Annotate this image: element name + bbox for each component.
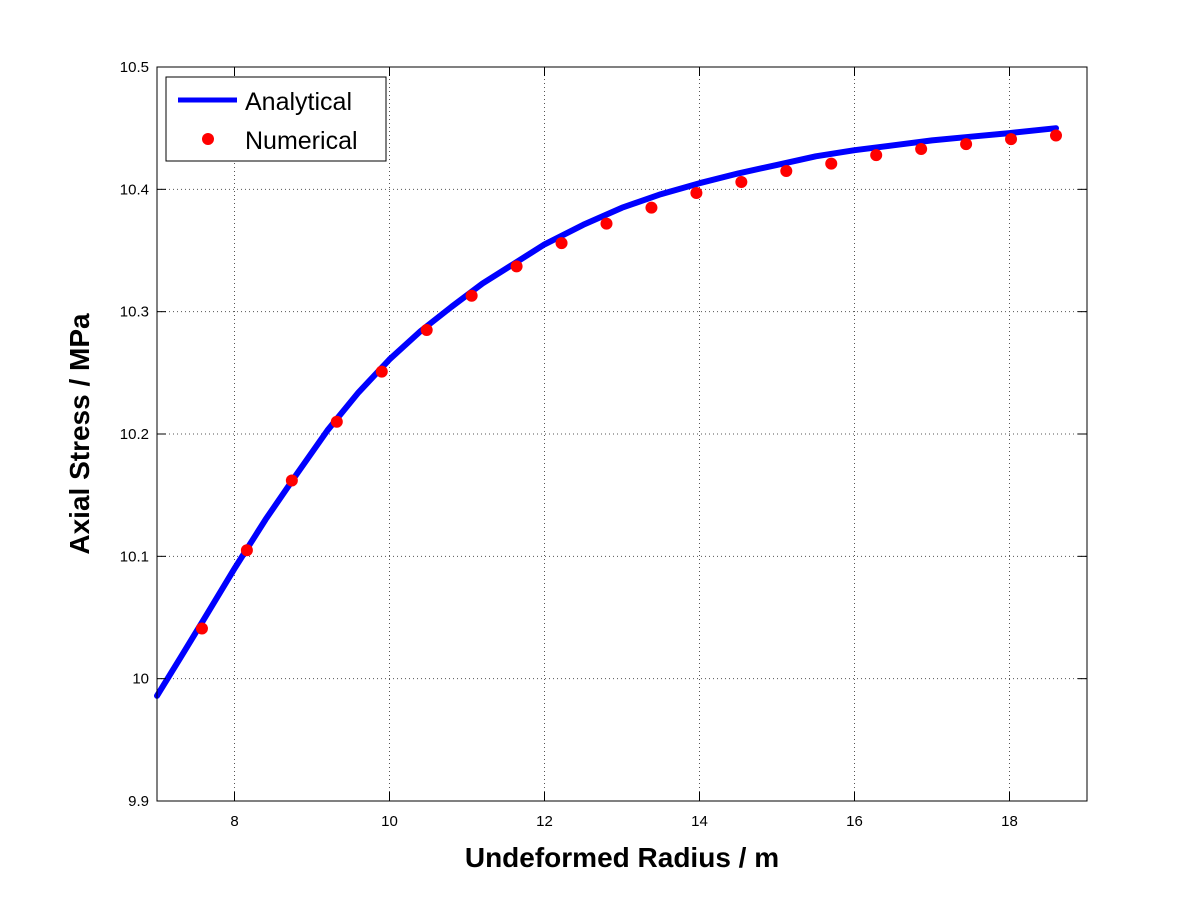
series-line-analytical [154,125,1059,699]
x-tick-label: 12 [536,813,553,830]
data-point-numerical [1005,133,1018,146]
legend-box [165,76,387,162]
data-point-numerical [1050,129,1062,142]
data-point-numerical [600,217,613,230]
legend-dot-marker [202,133,214,145]
data-point-numerical [825,157,838,170]
y-tick-label: 10.1 [120,548,149,565]
data-point-numerical [645,201,658,214]
y-tick-label: 10.4 [120,181,149,198]
data-point-numerical [960,138,973,151]
data-point-numerical [330,415,343,428]
y-axis-title: Axial Stress / MPa [64,313,95,555]
y-tick-label: 10 [132,671,149,688]
data-point-numerical [195,622,208,635]
data-point-numerical [780,164,793,177]
x-tick-label: 8 [230,813,238,830]
data-point-numerical [375,365,388,378]
legend: Analytical Numerical [165,76,387,162]
y-tick-label: 10.3 [120,304,149,321]
y-tick-label: 10.5 [120,59,149,76]
x-tick-label: 10 [381,813,398,830]
x-tick-label: 14 [691,813,708,830]
y-tick-label: 9.9 [128,793,149,810]
x-tick-label: 18 [1001,813,1018,830]
grid [157,67,1087,801]
data-point-numerical [555,237,568,250]
data-point-numerical [915,142,928,155]
y-tick-label: 10.2 [120,426,149,443]
data-point-numerical [510,260,523,273]
legend-label-analytical: Analytical [245,88,352,116]
data-point-numerical [735,175,748,188]
axis-ticks: 8 10 12 14 16 18 9.9 10 10.1 10.2 10.3 10.4 10.5 [120,59,1087,830]
data-point-numerical [690,187,703,200]
x-axis-title: Undeformed Radius / m [465,842,779,873]
data-point-numerical [285,474,298,487]
x-tick-label: 16 [846,813,863,830]
data-point-numerical [240,544,253,557]
plot-area [154,125,1062,699]
data-point-numerical [465,289,478,302]
legend-label-numerical: Numerical [245,127,358,155]
data-point-numerical [420,324,433,337]
data-point-numerical [870,149,883,162]
